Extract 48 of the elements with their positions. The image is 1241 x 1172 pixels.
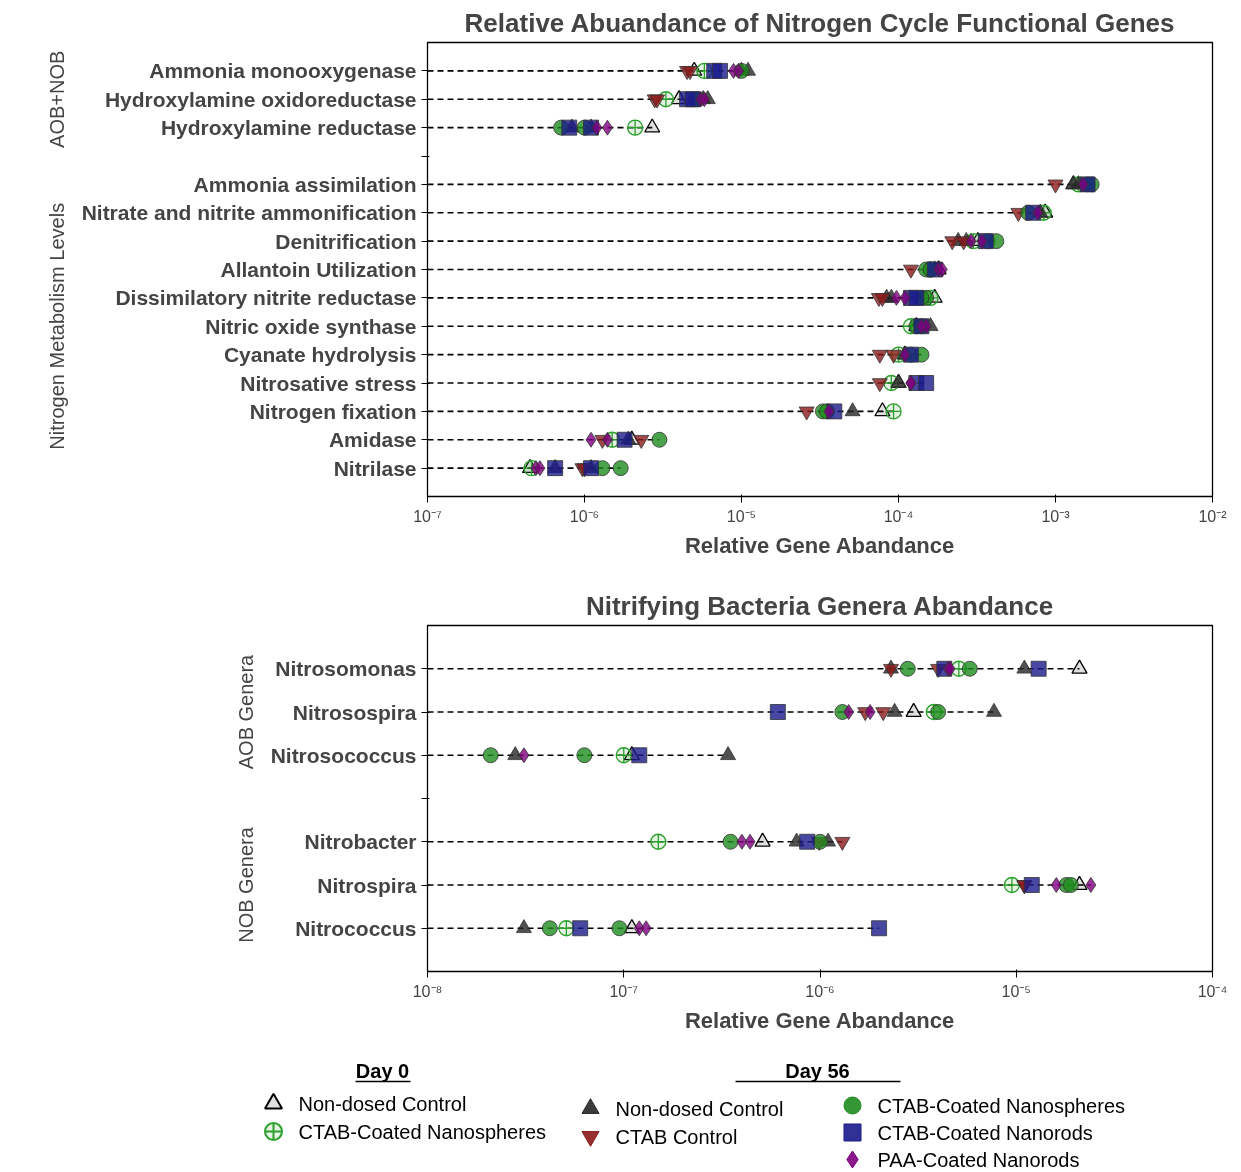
x-axis-title: Relative Gene Abandance: [684, 532, 955, 558]
x-axis-title: Relative Gene Abandance: [684, 1007, 955, 1033]
y-tick-label: Nitrospira: [317, 873, 417, 897]
legend-label: Non-dosed Control: [615, 1097, 784, 1120]
y-tick-label: Nitrogen fixation: [249, 399, 417, 423]
y-tick-label: Nitrosococcus: [270, 743, 417, 767]
text: Day 56: [785, 1059, 850, 1082]
text: AOB Genera: [234, 653, 257, 770]
y-tick-label: Allantoin Utilization: [220, 258, 417, 281]
y-tick-label: Denitrification: [275, 229, 417, 253]
y-tick-label: Nitric oxide synthase: [205, 314, 417, 338]
legend-label: Non-dosed Control: [298, 1092, 467, 1115]
x-tick-label: 10⁻⁴: [883, 507, 914, 525]
text: AOB+NOB: [45, 50, 68, 148]
y-tick-label: Hydroxylamine reductase: [160, 116, 417, 140]
x-tick-label: 10⁻⁵: [1001, 982, 1031, 1000]
x-tick-label: 10⁻⁴: [1197, 982, 1228, 1000]
y-tick-label: Cyanate hydrolysis: [223, 343, 417, 367]
y-tick-label: Nitrilase: [333, 456, 417, 480]
y-tick-label: Nitrosative stress: [240, 371, 417, 395]
y-tick-label: Nitrobacter: [304, 830, 417, 854]
y-tick-label: Nitrosospira: [292, 700, 417, 724]
x-tick-label: 10⁻⁷: [609, 982, 639, 1000]
y-tick-label: Nitrosomonas: [275, 657, 417, 681]
chart-title: Relative Abuandance of Nitrogen Cycle Functional Genes: [464, 7, 1175, 38]
text: Nitrogen Metabolism Levels: [45, 202, 68, 450]
legend-label: CTAB Control: [615, 1125, 738, 1148]
text: NOB Genera: [234, 826, 257, 943]
x-tick-label: 10⁻⁵: [726, 507, 757, 525]
text: Day 0: [355, 1059, 410, 1082]
y-tick-label: Amidase: [328, 428, 417, 452]
y-tick-label: Nitrate and nitrite ammonification: [81, 201, 417, 225]
y-tick-label: Ammonia assimilation: [193, 172, 417, 196]
legend-label: CTAB-Coated Nanospheres: [298, 1120, 547, 1143]
y-tick-label: Nitrococcus: [295, 916, 417, 940]
x-tick-label: 10⁻³: [1041, 507, 1071, 525]
x-tick-label: 10⁻⁷: [413, 507, 442, 525]
y-tick-label: Ammonia monooxygenase: [149, 59, 417, 83]
y-tick-label: Dissimilatory nitrite reductase: [115, 286, 417, 310]
legend-label: CTAB-Coated Nanorods: [877, 1121, 1093, 1144]
x-tick-label: 10⁻⁸: [412, 982, 443, 1000]
legend-label: CTAB-Coated Nanospheres: [877, 1094, 1126, 1117]
x-tick-label: 10⁻²: [1198, 507, 1228, 525]
x-tick-label: 10⁻⁶: [569, 507, 600, 525]
legend-label: PAA-Coated Nanorods: [877, 1148, 1080, 1171]
y-tick-label: Hydroxylamine oxidoreductase: [104, 87, 417, 111]
chart-title: Nitrifying Bacteria Genera Abandance: [585, 590, 1054, 621]
x-tick-label: 10⁻⁶: [805, 982, 835, 1000]
